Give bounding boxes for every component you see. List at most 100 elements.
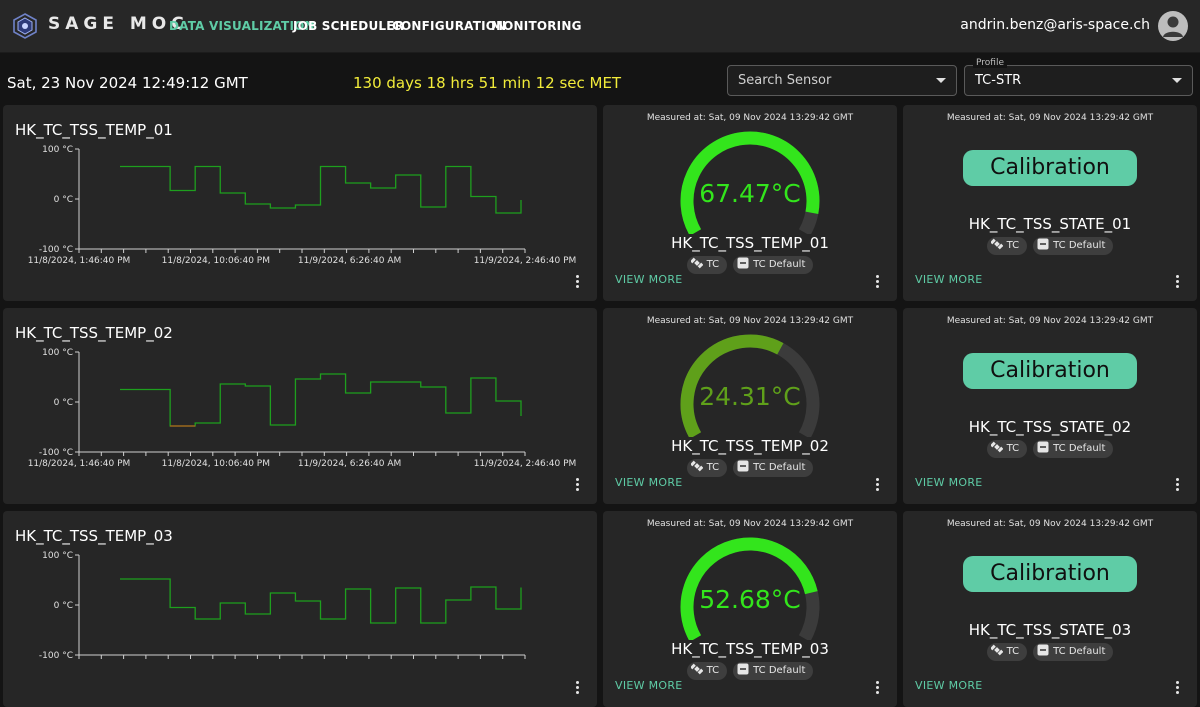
calibration-state-button[interactable]: Calibration (963, 556, 1137, 592)
chip-default-group[interactable]: TC Default (1033, 643, 1114, 661)
chip-default-label: TC Default (1053, 240, 1106, 251)
x-tick-label: 11/8/2024, 1:46:40 PM (28, 459, 131, 469)
gauge-card: Measured at: Sat, 09 Nov 2024 13:29:42 G… (603, 511, 897, 707)
calibration-state-button[interactable]: Calibration (963, 353, 1137, 389)
minus-box-icon (737, 460, 749, 472)
kebab-dot (576, 285, 579, 288)
chart-card: HK_TC_TSS_TEMP_02 100 °C 0 °C -100 °C 11/8/2… (3, 308, 597, 504)
calibration-state-button[interactable]: Calibration (963, 150, 1137, 186)
view-more-link[interactable]: VIEW MORE (915, 476, 983, 489)
x-tick-label: 11/8/2024, 10:06:40 PM (162, 256, 270, 266)
gauge-card: Measured at: Sat, 09 Nov 2024 13:29:42 G… (603, 308, 897, 504)
chip-subsystem[interactable]: TC (686, 662, 728, 680)
avatar-icon[interactable] (1158, 11, 1188, 41)
brand-name: SAGE MOC (48, 14, 189, 34)
measured-at: Measured at: Sat, 09 Nov 2024 13:29:42 G… (946, 316, 1154, 326)
minus-box-icon (737, 257, 749, 269)
y-tick-label: -100 °C (39, 245, 73, 255)
series-line (120, 578, 522, 624)
chart-card: HK_TC_TSS_TEMP_03 100 °C 0 °C -100 °C (3, 511, 597, 707)
chip-default-label: TC Default (753, 259, 806, 270)
chip-default-group[interactable]: TC Default (733, 662, 814, 680)
kebab-dot (576, 488, 579, 491)
view-more-link[interactable]: VIEW MORE (615, 476, 683, 489)
chip-default-group[interactable]: TC Default (733, 459, 814, 477)
temperature-gauge (680, 131, 820, 234)
chip-subsystem-label: TC (1006, 443, 1020, 454)
state-name: HK_TC_TSS_STATE_03 (968, 621, 1132, 639)
profile-select[interactable]: Profile TC-STR (964, 58, 1193, 96)
more-options-icon[interactable] (576, 275, 579, 290)
temperature-chart[interactable]: 100 °C 0 °C -100 °C11/8/2024, 1:46:40 PM 11… (3, 105, 597, 301)
kebab-dot (876, 275, 879, 278)
gauge-value: 52.68°C (699, 585, 801, 614)
chip-subsystem[interactable]: TC (686, 459, 728, 477)
sensor-chips: TC TC Default (603, 256, 897, 274)
chip-default-label: TC Default (753, 462, 806, 473)
view-more-link[interactable]: VIEW MORE (915, 273, 983, 286)
sensor-name: HK_TC_TSS_TEMP_03 (671, 640, 829, 658)
kebab-dot (1176, 478, 1179, 481)
gauge-fill (680, 131, 820, 234)
state-card: Measured at: Sat, 09 Nov 2024 13:29:42 G… (903, 511, 1197, 707)
kebab-dot (876, 285, 879, 288)
nav-monitoring[interactable]: MONITORING (491, 19, 582, 33)
chip-default-label: TC Default (1053, 443, 1106, 454)
more-options-icon[interactable] (576, 681, 579, 696)
satellite-icon (690, 257, 703, 269)
satellite-icon (990, 238, 1003, 250)
chip-default-group[interactable]: TC Default (1033, 237, 1114, 255)
more-options-icon[interactable] (576, 478, 579, 493)
kebab-dot (876, 488, 879, 491)
y-tick-label: 0 °C (54, 601, 73, 611)
y-tick-label: 0 °C (54, 195, 73, 205)
state-name: HK_TC_TSS_STATE_02 (968, 418, 1132, 436)
kebab-dot (576, 478, 579, 481)
minus-box-icon (737, 663, 749, 675)
sage-logo-icon[interactable] (12, 13, 38, 39)
x-tick-label: 11/9/2024, 2:46:40 PM (474, 459, 577, 469)
gauge-value: 67.47°C (699, 179, 801, 208)
measured-at: Measured at: Sat, 09 Nov 2024 13:29:42 G… (646, 519, 854, 529)
y-tick-label: 0 °C (54, 398, 73, 408)
chip-subsystem[interactable]: TC (986, 237, 1028, 255)
nav-data-visualization[interactable]: DATA VISUALIZATION (169, 19, 315, 33)
mission-elapsed-time: 130 days 18 hrs 51 min 12 sec MET (353, 74, 622, 92)
search-sensor-select[interactable]: Search Sensor (727, 65, 957, 96)
x-tick-label: 11/9/2024, 6:26:40 AM (298, 256, 401, 266)
series-line (120, 165, 522, 214)
y-tick-label: 100 °C (42, 145, 73, 155)
sensor-chips: TC TC Default (603, 662, 897, 680)
nav-configuration[interactable]: CONFIGURATION (392, 19, 507, 33)
chip-subsystem[interactable]: TC (986, 643, 1028, 661)
measured-at: Measured at: Sat, 09 Nov 2024 13:29:42 G… (646, 113, 854, 123)
chart-title: HK_TC_TSS_TEMP_02 (15, 324, 173, 342)
temperature-chart[interactable]: 100 °C 0 °C -100 °C (3, 511, 597, 707)
gauge-value: 24.31°C (699, 382, 801, 411)
profile-value: TC-STR (975, 73, 1022, 88)
temperature-chart[interactable]: 100 °C 0 °C -100 °C11/8/2024, 1:46:40 PM 11… (3, 308, 597, 504)
chip-subsystem[interactable]: TC (986, 440, 1028, 458)
view-more-link[interactable]: VIEW MORE (615, 273, 683, 286)
more-options-icon[interactable] (1176, 681, 1179, 696)
sensor-chips: TC TC Default (603, 459, 897, 477)
kebab-dot (1176, 285, 1179, 288)
more-options-icon[interactable] (1176, 275, 1179, 290)
chip-subsystem[interactable]: TC (686, 256, 728, 274)
view-more-link[interactable]: VIEW MORE (615, 679, 683, 692)
satellite-icon (990, 644, 1003, 656)
chip-default-group[interactable]: TC Default (733, 256, 814, 274)
nav-job-scheduler[interactable]: JOB SCHEDULER (293, 19, 405, 33)
view-more-link[interactable]: VIEW MORE (915, 679, 983, 692)
minus-box-icon (1037, 644, 1049, 656)
chip-default-label: TC Default (753, 665, 806, 676)
measured-at: Measured at: Sat, 09 Nov 2024 13:29:42 G… (646, 316, 854, 326)
chip-default-group[interactable]: TC Default (1033, 440, 1114, 458)
kebab-dot (576, 275, 579, 278)
more-options-icon[interactable] (1176, 478, 1179, 493)
sensor-name: HK_TC_TSS_TEMP_02 (671, 437, 829, 455)
measured-at: Measured at: Sat, 09 Nov 2024 13:29:42 G… (946, 113, 1154, 123)
more-options-icon[interactable] (876, 478, 879, 493)
more-options-icon[interactable] (876, 681, 879, 696)
more-options-icon[interactable] (876, 275, 879, 290)
